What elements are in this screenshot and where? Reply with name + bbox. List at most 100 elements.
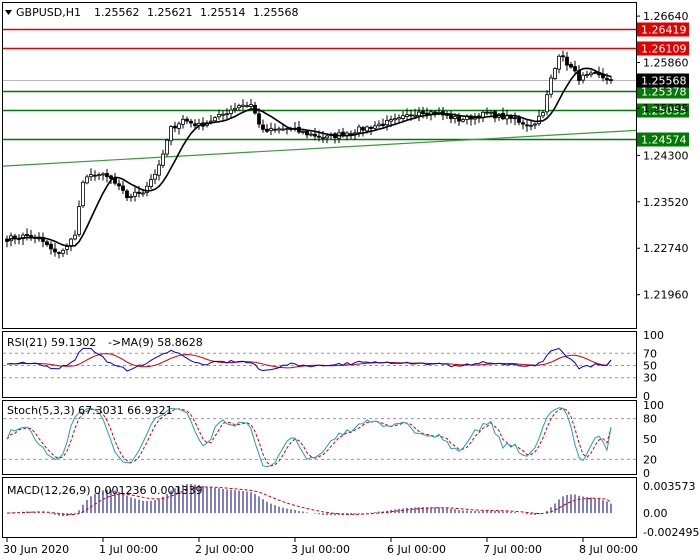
candle-body <box>181 118 185 125</box>
candle-body <box>325 135 329 139</box>
rsi-tick-label: 70 <box>643 347 657 360</box>
candle-body <box>277 128 281 131</box>
time-tick-label: 7 Jul 00:00 <box>483 543 542 556</box>
candle-body <box>129 196 133 198</box>
macd-signal-line <box>6 486 612 516</box>
stoch-pane-frame <box>2 400 637 475</box>
current-price-text: 1.25568 <box>641 75 687 88</box>
candle-body <box>373 125 377 129</box>
macd-title: MACD(12,26,9) 0.001236 0.001339 <box>7 484 203 497</box>
candle-body <box>357 126 361 134</box>
candle-body <box>257 113 261 125</box>
candle-body <box>609 79 613 82</box>
candle-body <box>57 252 61 254</box>
candle-body <box>41 238 45 242</box>
candle-body <box>589 72 593 76</box>
macd-pane[interactable] <box>6 483 612 517</box>
open-price: 1.25562 <box>94 6 140 19</box>
time-tick-label: 1 Jul 00:00 <box>99 543 158 556</box>
candle-body <box>125 190 129 199</box>
main-pane[interactable]: 1.26419 1.26109 1.25378 1.25055 1.24574 1.255… <box>2 22 689 259</box>
level-tag-text: 1.24574 <box>641 134 687 147</box>
candle-body <box>97 174 101 177</box>
candle-body <box>249 104 253 107</box>
candle-body <box>85 176 89 184</box>
high-price: 1.25621 <box>147 6 193 19</box>
stoch-tick-label: 80 <box>643 413 657 426</box>
candle-body <box>281 128 285 131</box>
candle-body <box>397 117 401 120</box>
candle-body <box>193 123 197 127</box>
candle-body <box>245 105 249 108</box>
level-tag-1.25055 <box>637 103 689 118</box>
close-price: 1.25568 <box>253 6 299 19</box>
time-tick-label: 8 Jul 00:00 <box>579 543 638 556</box>
level-tag-text: 1.25378 <box>641 86 687 99</box>
candle-body <box>221 113 225 116</box>
rsi-tick-label: 50 <box>643 360 657 373</box>
candle-body <box>101 173 105 176</box>
candle-body <box>489 111 493 114</box>
macd-pane-frame <box>2 477 637 538</box>
candle-body <box>493 111 497 119</box>
rsi-tick-label: 30 <box>643 372 657 385</box>
candle-body <box>109 175 113 179</box>
candle-body <box>81 181 85 207</box>
time-tick-label: 30 Jun 2020 <box>3 543 69 556</box>
candle-body <box>353 132 357 135</box>
candle-body <box>393 118 397 121</box>
candle-body <box>593 72 597 74</box>
stoch-pane[interactable] <box>3 407 636 468</box>
candle-body <box>385 119 389 126</box>
candle-body <box>453 116 457 119</box>
candle-body <box>229 109 233 114</box>
level-tag-text: 1.25055 <box>641 105 687 118</box>
rsi-line <box>6 347 612 372</box>
macd-tick-label: 0.003573 <box>643 480 696 493</box>
candle-body <box>549 77 553 95</box>
stoch-main-line <box>6 407 612 468</box>
candle-body <box>525 124 529 127</box>
candle-body <box>105 173 109 178</box>
level-tag-text: 1.26419 <box>641 24 687 37</box>
candle-body <box>285 128 289 130</box>
macd-tick-label: -0.002495 <box>643 526 699 539</box>
candle-body <box>89 174 93 178</box>
candle-body <box>457 116 461 122</box>
stoch-signal-line <box>6 408 612 467</box>
candle-body <box>117 183 121 187</box>
candle-body <box>233 107 237 111</box>
candle-body <box>141 192 145 195</box>
rsi-pane[interactable] <box>3 347 636 379</box>
candle-body <box>169 126 173 142</box>
candle-body <box>513 117 517 120</box>
candle-body <box>553 68 557 79</box>
candle-body <box>557 55 561 70</box>
stoch-title: Stoch(5,3,3) 67.3031 66.9321 <box>7 404 173 417</box>
candle-body <box>225 113 229 116</box>
candle-body <box>421 110 425 115</box>
time-tick-label: 6 Jul 00:00 <box>387 543 446 556</box>
candle-body <box>241 104 245 107</box>
candle-body <box>585 74 589 76</box>
candle-body <box>449 114 453 120</box>
candle-body <box>133 191 137 197</box>
price-tick-label: 1.26640 <box>643 10 689 23</box>
candle-body <box>321 136 325 139</box>
rsi-title: RSI(21) 59.1302 <box>7 336 96 349</box>
current-price-tag <box>637 73 689 88</box>
symbol-dropdown-icon[interactable] <box>5 10 12 15</box>
candle-body <box>177 123 181 129</box>
candle-body <box>537 115 541 125</box>
level-tag-1.26419 <box>637 22 689 37</box>
price-tick-label: 1.24300 <box>643 149 689 162</box>
candle-body <box>265 128 269 132</box>
candle-body <box>517 117 521 123</box>
trendline[interactable] <box>2 129 637 167</box>
candle-body <box>185 118 189 122</box>
candle-body <box>369 126 373 129</box>
candle-body <box>401 115 405 119</box>
candle-body <box>113 178 117 184</box>
candle-body <box>305 130 309 136</box>
